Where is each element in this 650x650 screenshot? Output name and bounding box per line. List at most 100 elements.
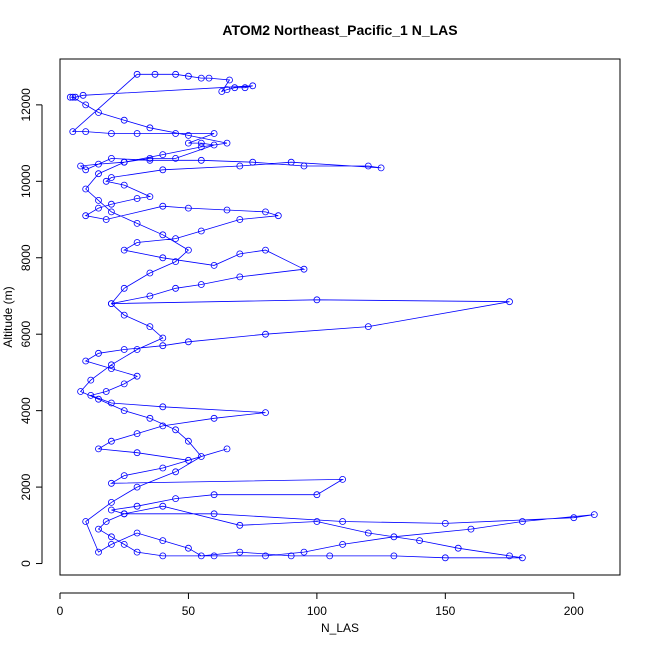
data-point bbox=[82, 357, 90, 365]
data-point bbox=[146, 193, 154, 201]
data-point bbox=[236, 162, 244, 170]
data-point bbox=[416, 537, 424, 544]
data-point bbox=[236, 273, 244, 281]
plot-area bbox=[59, 58, 621, 576]
data-point bbox=[120, 284, 128, 292]
data-point bbox=[87, 391, 95, 399]
data-point bbox=[231, 84, 239, 92]
data-point bbox=[197, 74, 205, 82]
data-point bbox=[108, 437, 115, 445]
data-point bbox=[236, 521, 244, 529]
data-point bbox=[146, 154, 154, 162]
data-point bbox=[120, 116, 128, 124]
data-point bbox=[82, 518, 90, 525]
data-point bbox=[313, 296, 321, 304]
data-point bbox=[151, 70, 159, 78]
data-point bbox=[197, 552, 205, 560]
data-point bbox=[184, 139, 192, 147]
data-point bbox=[108, 533, 115, 541]
data-point bbox=[120, 510, 128, 518]
data-point bbox=[467, 525, 475, 533]
data-point bbox=[390, 533, 398, 541]
data-point bbox=[69, 128, 77, 136]
data-point bbox=[108, 361, 115, 369]
data-point bbox=[120, 472, 128, 480]
data-point bbox=[77, 388, 84, 395]
data-point bbox=[159, 151, 167, 159]
data-point bbox=[262, 409, 269, 417]
data-point bbox=[364, 529, 372, 537]
data-point bbox=[120, 311, 128, 319]
data-point bbox=[146, 292, 154, 300]
data-point bbox=[218, 88, 226, 95]
data-point bbox=[82, 185, 90, 193]
data-point bbox=[441, 554, 449, 562]
data-point bbox=[102, 216, 110, 223]
data-point bbox=[364, 323, 372, 331]
data-point bbox=[197, 143, 205, 151]
data-point bbox=[133, 346, 141, 353]
data-point bbox=[95, 170, 102, 178]
x-tick-label: 50 bbox=[182, 604, 196, 618]
data-point bbox=[210, 552, 218, 560]
data-point bbox=[108, 479, 115, 487]
data-point bbox=[223, 445, 231, 453]
data-point bbox=[102, 518, 110, 525]
data-point bbox=[159, 552, 167, 560]
data-point bbox=[210, 491, 218, 499]
data-point bbox=[95, 445, 102, 453]
data-point bbox=[133, 502, 141, 510]
x-tick-label: 0 bbox=[57, 604, 64, 618]
data-point bbox=[172, 154, 180, 162]
data-point bbox=[184, 437, 192, 445]
data-point bbox=[79, 91, 87, 99]
data-point bbox=[172, 258, 180, 266]
data-point bbox=[210, 414, 218, 422]
data-point bbox=[287, 552, 295, 560]
data-point bbox=[66, 93, 74, 101]
data-point bbox=[241, 84, 249, 92]
data-point bbox=[159, 502, 167, 510]
data-point bbox=[159, 422, 167, 430]
data-point bbox=[197, 156, 205, 164]
data-point bbox=[205, 74, 213, 82]
data-point bbox=[339, 541, 347, 548]
data-point bbox=[133, 449, 141, 457]
y-axis-label: Altitude (m) bbox=[1, 286, 15, 347]
data-point bbox=[159, 334, 167, 342]
data-point bbox=[172, 468, 180, 476]
data-point bbox=[159, 537, 167, 544]
data-point bbox=[133, 130, 141, 137]
data-point bbox=[210, 130, 218, 137]
series-line bbox=[70, 73, 595, 559]
data-point bbox=[506, 298, 513, 306]
data-point bbox=[108, 498, 115, 506]
data-point bbox=[95, 525, 102, 533]
data-point bbox=[262, 330, 269, 338]
y-tick-label: 2000 bbox=[19, 473, 33, 500]
data-point bbox=[197, 281, 205, 288]
data-point bbox=[184, 72, 192, 80]
data-point bbox=[184, 204, 192, 212]
data-point bbox=[197, 453, 205, 460]
y-tick-label: 6000 bbox=[19, 321, 33, 348]
data-point bbox=[159, 231, 167, 239]
data-point bbox=[120, 346, 128, 353]
data-point bbox=[570, 514, 578, 522]
data-point bbox=[95, 395, 102, 403]
y-axis: 0 2000 4000 6000 8000 10000 12000 bbox=[19, 88, 43, 567]
data-point bbox=[108, 399, 115, 407]
data-point bbox=[77, 162, 84, 170]
data-point bbox=[590, 511, 598, 518]
data-point bbox=[146, 269, 154, 277]
data-point bbox=[390, 552, 398, 560]
data-point bbox=[146, 156, 154, 164]
data-point bbox=[133, 195, 141, 202]
data-point bbox=[364, 162, 372, 170]
data-point bbox=[184, 544, 192, 552]
data-point bbox=[82, 212, 90, 220]
data-point bbox=[108, 365, 115, 373]
data-point bbox=[172, 235, 180, 243]
data-point bbox=[133, 548, 141, 556]
